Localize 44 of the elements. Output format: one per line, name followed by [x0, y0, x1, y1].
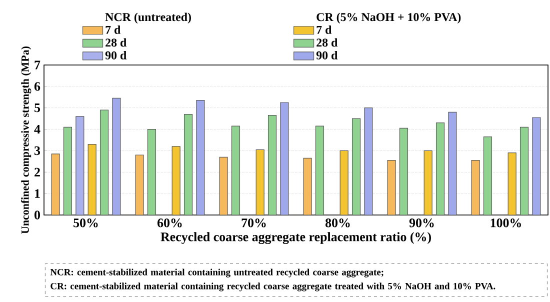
x-axis-title: Recycled coarse aggregate replacement ratio (%) [160, 232, 431, 244]
x-tick-label: 80% [325, 218, 350, 228]
bar [436, 122, 445, 215]
y-axis-title: Unconfined compressive strength (MPa) [21, 46, 32, 234]
bar [315, 126, 324, 215]
bar [231, 126, 240, 215]
text: CR (5% NaOH + 10% PVA) [316, 12, 461, 24]
x-tick-label: 50% [74, 218, 98, 228]
bar [352, 118, 361, 215]
bar [340, 150, 348, 215]
text: NCR: cement-stabilized material containing untreated recycled coarse aggregate; [50, 268, 384, 278]
text: CR: cement-stabilized material containing recycled coarse aggregate treated with 5% NaOH and 10% PVA. [50, 282, 496, 292]
bar [63, 126, 72, 215]
bar [100, 110, 109, 215]
x-tick-label: 90% [409, 218, 434, 228]
bar [424, 150, 432, 215]
bar [520, 126, 529, 215]
legend-label: 7 d [316, 25, 332, 34]
bar [268, 115, 277, 215]
y-tick-label: 5 [34, 104, 40, 112]
bar [147, 128, 156, 215]
y-tick-label: 2 [34, 168, 40, 176]
x-tick-label: 60% [157, 218, 182, 228]
bar [256, 149, 264, 215]
y-tick-label: 0 [34, 210, 40, 220]
legend-label: 90 d [105, 51, 127, 60]
y-tick-label: 6 [34, 82, 40, 91]
y-tick-label: 7 [34, 60, 40, 70]
y-tick-label: 4 [34, 125, 40, 134]
bar [172, 146, 180, 215]
legend-label: 28 d [316, 38, 338, 47]
bar [399, 128, 408, 215]
bar [88, 144, 96, 215]
y-tick-label: 3 [34, 146, 40, 156]
legend-title: NCR (untreated) [105, 12, 191, 24]
bar [483, 136, 492, 215]
legend-label: 28 d [106, 38, 127, 47]
y-tick-label: 1 [35, 189, 40, 198]
legend-label: 7 d [106, 25, 121, 34]
x-tick-label: 70% [242, 218, 266, 228]
bar [508, 152, 516, 215]
bar [184, 114, 193, 215]
x-tick-label: 100% [490, 218, 521, 228]
legend-label: 90 d [316, 51, 338, 60]
